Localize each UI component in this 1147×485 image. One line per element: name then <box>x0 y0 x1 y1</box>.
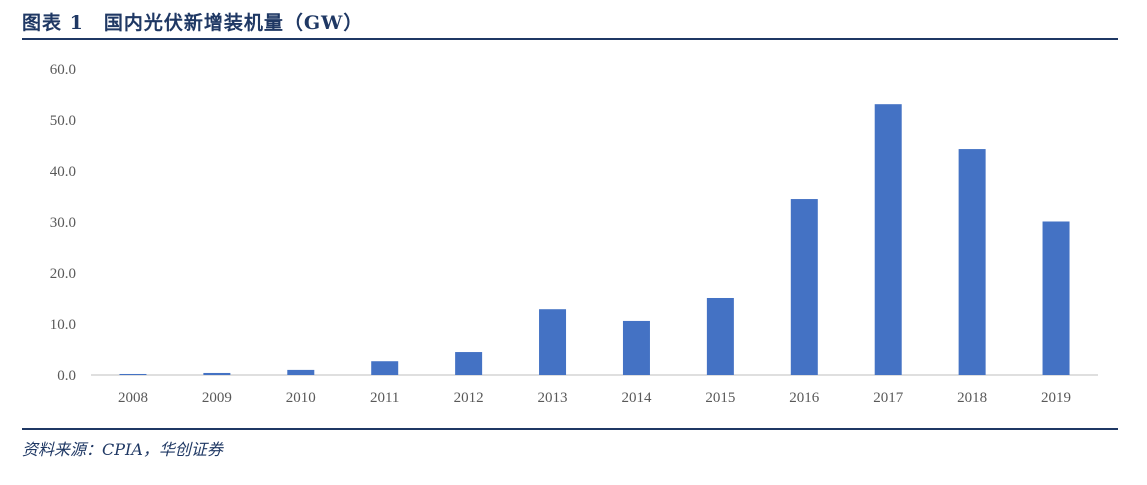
x-tick-label: 2010 <box>286 390 316 406</box>
y-tick-label: 20.0 <box>50 266 76 282</box>
bar <box>371 361 399 375</box>
x-tick-label: 2013 <box>538 390 568 406</box>
bar <box>203 372 231 375</box>
bar <box>119 373 147 375</box>
source-rule <box>22 428 1118 430</box>
y-tick-label: 30.0 <box>50 215 76 231</box>
y-tick-label: 10.0 <box>50 317 76 333</box>
x-tick-label: 2008 <box>118 390 148 406</box>
x-tick-label: 2016 <box>789 390 820 406</box>
bar <box>287 369 315 375</box>
bar <box>958 149 986 375</box>
source-note: 资料来源：CPIA，华创证券 <box>22 440 223 459</box>
x-tick-label: 2019 <box>1041 390 1071 406</box>
figure-title: 图表 1 国内光伏新增装机量（GW） <box>22 12 364 34</box>
bar <box>455 352 483 375</box>
x-tick-label: 2017 <box>873 390 904 406</box>
bar <box>874 104 902 375</box>
x-tick-label: 2009 <box>202 390 232 406</box>
bar <box>539 309 567 375</box>
title-rule <box>22 38 1118 40</box>
x-axis-ticks: 2008 2009 2010 2011 2012 2013 2014 2015 2016 2017… <box>118 390 1071 406</box>
bar <box>706 297 734 375</box>
bar <box>1042 221 1070 375</box>
x-tick-label: 2012 <box>454 390 484 406</box>
bar <box>790 199 818 375</box>
y-tick-label: 40.0 <box>50 164 76 180</box>
y-axis-ticks: 0.0 10.0 20.0 30.0 40.0 50.0 60.0 <box>50 62 76 384</box>
x-tick-label: 2011 <box>370 390 399 406</box>
y-tick-label: 60.0 <box>50 62 76 78</box>
y-tick-label: 0.0 <box>57 368 76 384</box>
x-tick-label: 2018 <box>957 390 987 406</box>
bar <box>622 320 650 375</box>
bars <box>119 104 1070 375</box>
y-tick-label: 50.0 <box>50 113 76 129</box>
x-tick-label: 2015 <box>705 390 735 406</box>
x-tick-label: 2014 <box>621 390 652 406</box>
